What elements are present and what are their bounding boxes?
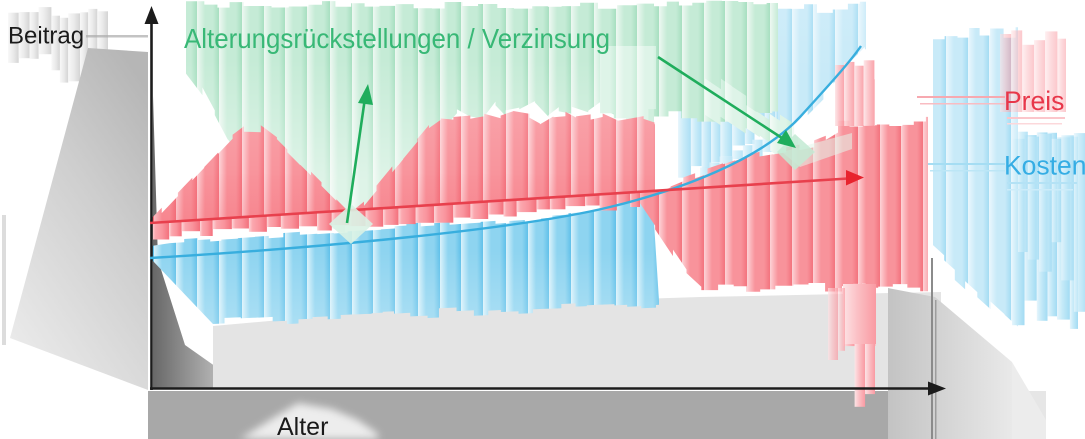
- svg-text:Alter: Alter: [277, 413, 328, 439]
- svg-text:Beitrag: Beitrag: [8, 23, 84, 50]
- svg-text:Preis: Preis: [1004, 86, 1064, 116]
- svg-text:Alterungsrückstellungen / Verz: Alterungsrückstellungen / Verzinsung: [184, 23, 610, 54]
- svg-text:Kosten: Kosten: [1004, 151, 1085, 181]
